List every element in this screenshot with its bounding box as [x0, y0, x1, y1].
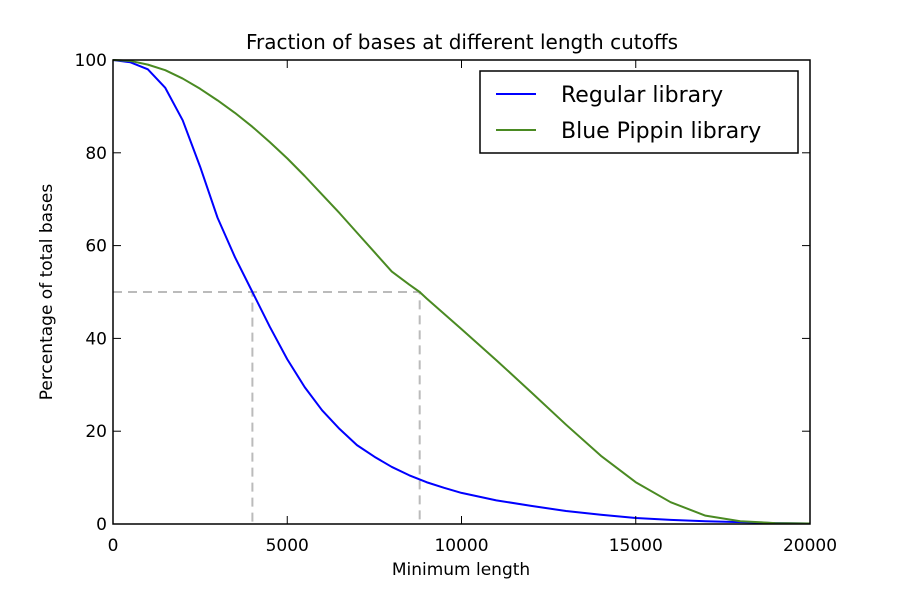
x-axis-title: Minimum length — [392, 560, 530, 580]
x-axis-ticks: 0 5000 10000 15000 20000 — [108, 60, 837, 556]
y-tick-label: 80 — [85, 144, 107, 164]
reference-line-0 — [113, 291, 254, 524]
reference-lines — [113, 291, 421, 524]
legend-label-blue-pippin-library: Blue Pippin library — [561, 119, 761, 144]
reference-line-1 — [113, 291, 421, 524]
y-tick-label: 60 — [85, 237, 107, 257]
y-axis-ticks: 0 20 40 60 80 100 — [75, 51, 810, 535]
legend: Regular library Blue Pippin library — [479, 70, 799, 154]
x-tick-label: 15000 — [609, 536, 663, 556]
y-axis-title: Percentage of total bases — [37, 184, 57, 401]
x-tick-label: 10000 — [434, 536, 488, 556]
y-tick-label: 20 — [85, 422, 107, 442]
y-tick-label: 100 — [75, 51, 107, 71]
legend-box — [479, 70, 799, 154]
legend-label-regular-library: Regular library — [561, 83, 723, 108]
y-tick-label: 0 — [96, 515, 107, 535]
x-tick-label: 20000 — [783, 536, 837, 556]
series-line-blue-pippin-library — [112, 59, 811, 525]
x-tick-label: 0 — [108, 536, 119, 556]
x-tick-label: 5000 — [266, 536, 309, 556]
chart-title: Fraction of bases at different length cu… — [246, 30, 678, 54]
y-tick-label: 40 — [85, 329, 107, 349]
